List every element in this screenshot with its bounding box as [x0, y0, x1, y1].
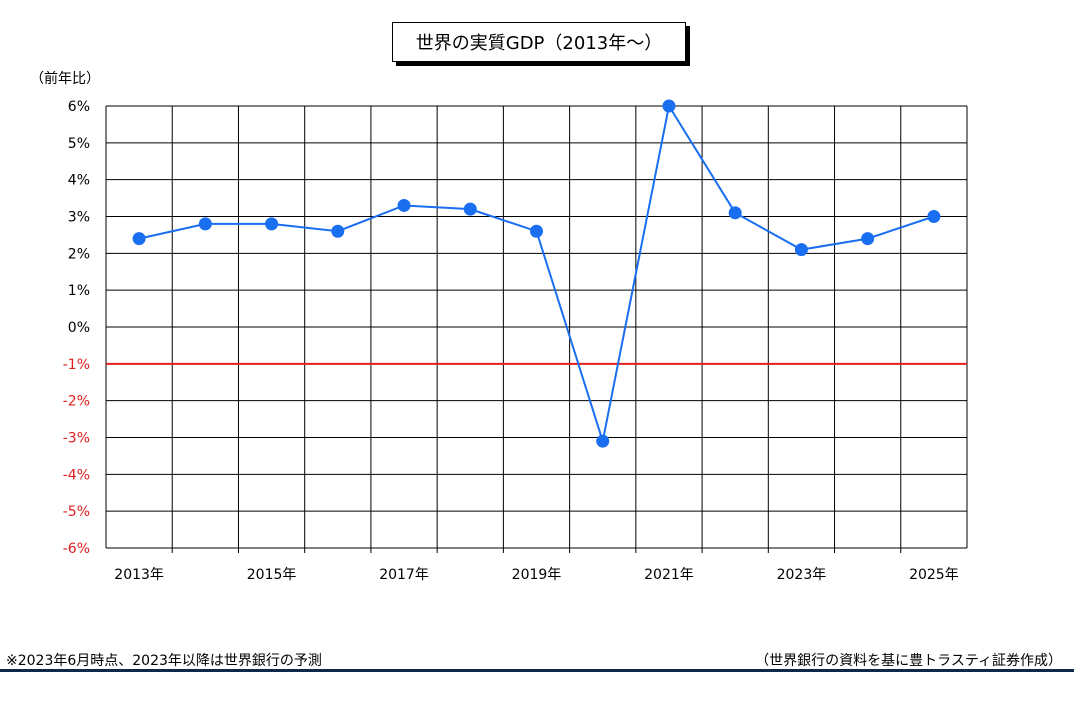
x-tick-label: 2023年: [777, 567, 827, 583]
data-point: [463, 202, 477, 216]
x-tick-labels: 2013年 2015年 2017年 2019年 2021年 2023年 2025年: [114, 567, 958, 583]
data-point: [331, 224, 345, 238]
bottom-divider: [0, 669, 1074, 672]
data-point: [596, 434, 610, 448]
y-tick-label: -5%: [63, 504, 90, 520]
y-tick-label: 2%: [68, 246, 90, 262]
data-point: [265, 217, 279, 231]
data-point: [728, 206, 742, 220]
footnote-source: （世界銀行の資料を基に豊トラスティ証券作成）: [755, 653, 1062, 669]
footnote-forecast-note: ※2023年6月時点、2023年以降は世界銀行の予測: [6, 653, 322, 669]
y-tick-label: 0%: [68, 320, 90, 336]
data-point: [794, 243, 808, 257]
y-tick-label: 4%: [68, 173, 90, 189]
series-line: [138, 103, 935, 442]
x-tick-label: 2017年: [379, 567, 429, 583]
y-tick-label: -4%: [63, 467, 90, 483]
x-tick-label: 2019年: [512, 567, 562, 583]
y-tick-label: -1%: [63, 357, 90, 373]
series-polyline: [138, 103, 935, 442]
y-tick-label: 3%: [68, 210, 90, 226]
data-point: [397, 198, 411, 212]
x-tick-label: 2021年: [644, 567, 694, 583]
y-axis-unit-label: （前年比）: [30, 71, 100, 87]
y-tick-label: 1%: [68, 283, 90, 299]
chart-title: 世界の実質GDP（2013年～）: [392, 22, 686, 62]
x-tick-label: 2015年: [247, 567, 297, 583]
data-points: [132, 99, 941, 448]
data-point: [662, 99, 676, 113]
y-tick-label: 5%: [68, 136, 90, 152]
y-tick-label: -2%: [63, 394, 90, 410]
data-point: [861, 232, 875, 246]
x-tick-label: 2025年: [909, 567, 959, 583]
line-chart: 6%5%4%3%2%1%0%-1%-2%-3%-4%-5%-6% 2013年 20…: [63, 99, 968, 583]
data-point: [530, 224, 543, 238]
data-point: [927, 210, 941, 223]
x-tick-label: 2013年: [114, 567, 164, 583]
chart-grid: [105, 105, 968, 553]
data-point: [132, 232, 146, 246]
y-tick-label: -3%: [63, 431, 90, 447]
y-tick-labels: 6% 5% 4% 3% 2% 1% 0% -1% -2% -3% -4% -5% -6%: [63, 99, 90, 557]
y-tick-label: -6%: [63, 541, 90, 557]
y-tick-label: 6%: [68, 99, 90, 115]
data-point: [198, 217, 212, 231]
